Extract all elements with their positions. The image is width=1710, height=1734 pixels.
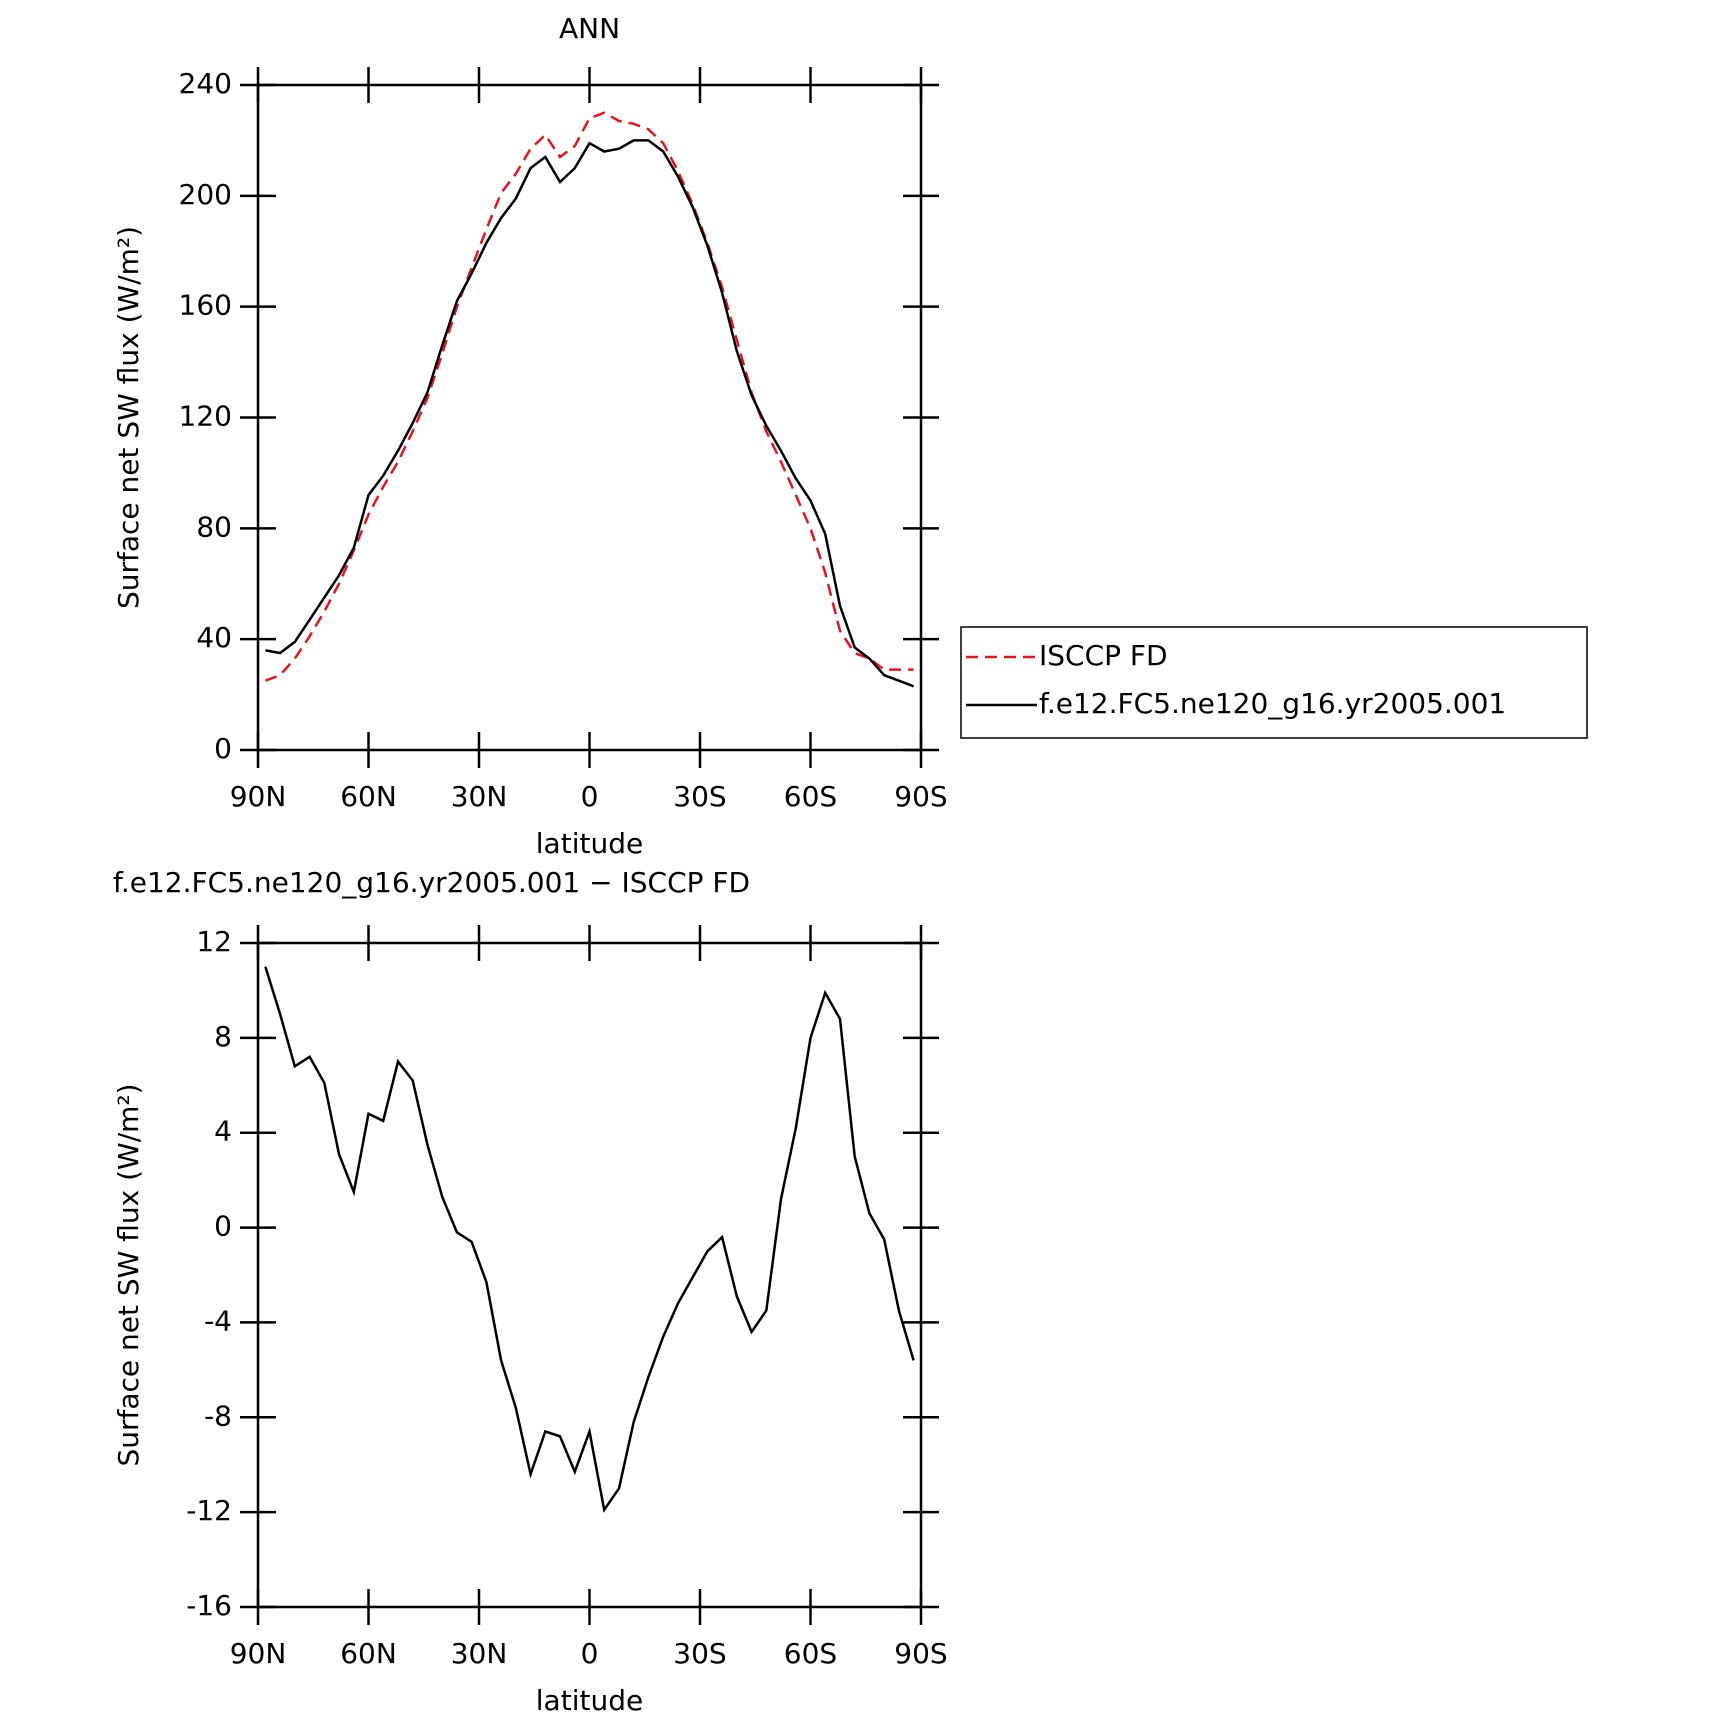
plot-frame <box>256 941 923 1609</box>
x-tick-label: 90S <box>894 1637 947 1670</box>
x-axis-label: latitude <box>536 1684 643 1717</box>
x-tick-label: 60S <box>784 780 837 813</box>
x-tick-label: 30S <box>673 780 726 813</box>
x-tick-label: 60N <box>340 1637 397 1670</box>
x-tick-label: 30N <box>451 1637 508 1670</box>
legend-label: f.e12.FC5.ne120_g16.yr2005.001 <box>1039 687 1506 720</box>
x-tick-label: 90N <box>230 780 287 813</box>
y-tick-label: 120 <box>179 400 232 433</box>
y-tick-label: 80 <box>196 510 232 543</box>
y-tick-label: 4 <box>214 1115 232 1148</box>
x-tick-label: 60S <box>784 1637 837 1670</box>
y-tick-label: -16 <box>186 1589 232 1622</box>
x-tick-label: 30S <box>673 1637 726 1670</box>
x-tick-label: 90S <box>894 780 947 813</box>
y-tick-label: -8 <box>204 1399 232 1432</box>
chart-title: f.e12.FC5.ne120_g16.yr2005.001 − ISCCP F… <box>113 866 750 899</box>
y-tick-label: 40 <box>196 621 232 654</box>
data-line <box>264 966 915 1513</box>
x-tick-label: 30N <box>451 780 508 813</box>
y-axis-label: Surface net SW flux (W/m²) <box>112 226 145 609</box>
data-line <box>264 111 914 682</box>
y-axis-label: Surface net SW flux (W/m²) <box>112 1083 145 1466</box>
y-tick-label: -4 <box>204 1304 232 1337</box>
legend-label: ISCCP FD <box>1039 639 1168 672</box>
x-tick-label: 90N <box>230 1637 287 1670</box>
data-line <box>265 139 915 688</box>
y-tick-label: 0 <box>214 1210 232 1243</box>
y-tick-label: 0 <box>214 732 232 765</box>
y-tick-label: 12 <box>196 925 232 958</box>
x-tick-label: 60N <box>340 780 397 813</box>
y-tick-label: 8 <box>214 1020 232 1053</box>
y-tick-label: 160 <box>179 289 232 322</box>
x-tick-label: 0 <box>581 1637 599 1670</box>
y-tick-label: 200 <box>179 178 232 211</box>
x-axis-label: latitude <box>536 827 643 860</box>
y-tick-label: -12 <box>186 1494 232 1527</box>
y-tick-label: 240 <box>179 67 232 100</box>
plot-frame <box>256 83 923 752</box>
x-tick-label: 0 <box>581 780 599 813</box>
legend-box <box>960 626 1588 739</box>
chart-title: ANN <box>559 12 620 45</box>
